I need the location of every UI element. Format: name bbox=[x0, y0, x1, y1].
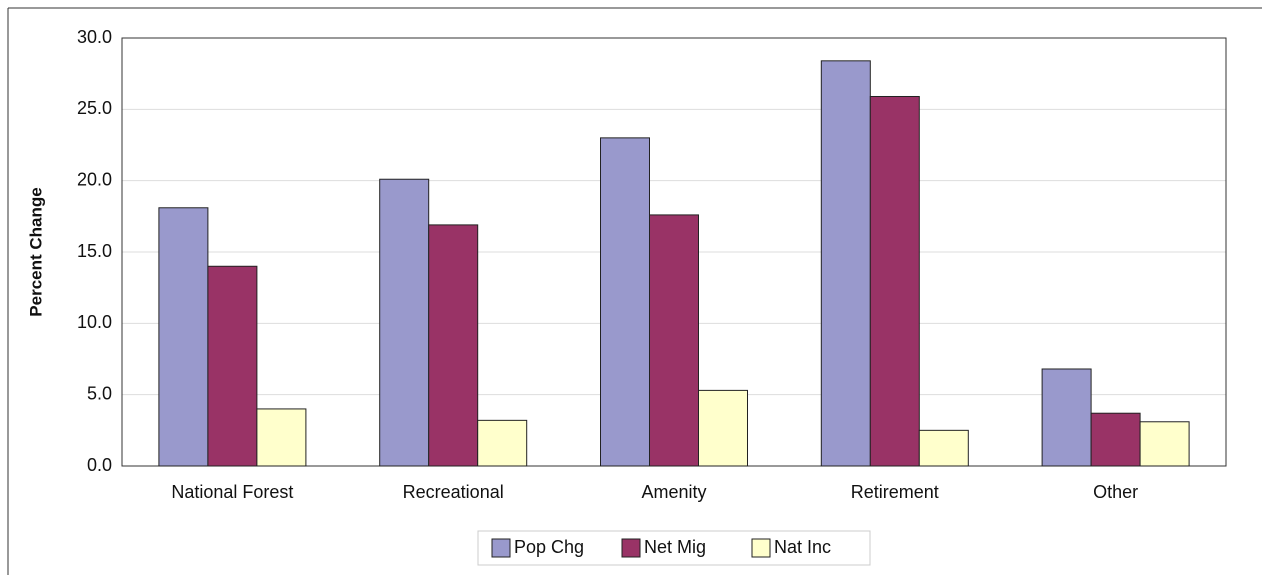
legend-swatch bbox=[751, 538, 771, 558]
bar bbox=[428, 224, 479, 467]
x-tick-label: Retirement bbox=[851, 482, 939, 502]
bar bbox=[600, 137, 650, 467]
bar bbox=[256, 408, 307, 467]
bar bbox=[158, 207, 209, 467]
bar bbox=[1090, 412, 1141, 467]
legend-swatch bbox=[621, 538, 641, 558]
bar bbox=[1139, 421, 1190, 467]
y-tick-label: 5.0 bbox=[87, 383, 112, 403]
bar bbox=[820, 60, 871, 467]
y-tick-label: 25.0 bbox=[77, 98, 112, 118]
y-tick-label: 10.0 bbox=[77, 312, 112, 332]
legend-box bbox=[477, 530, 871, 566]
y-tick-label: 30.0 bbox=[77, 27, 112, 47]
bar bbox=[698, 389, 748, 467]
legend-swatch bbox=[491, 538, 511, 558]
bar bbox=[649, 214, 699, 467]
legend-label: Net Mig bbox=[644, 537, 706, 557]
y-axis-label: Percent Change bbox=[26, 187, 45, 316]
bar bbox=[379, 178, 430, 467]
bar bbox=[1041, 368, 1092, 467]
x-tick-label: National Forest bbox=[171, 482, 293, 502]
x-tick-label: Amenity bbox=[641, 482, 706, 502]
bar bbox=[869, 95, 920, 467]
legend-label: Pop Chg bbox=[514, 537, 584, 557]
bar bbox=[207, 265, 258, 467]
y-tick-label: 20.0 bbox=[77, 169, 112, 189]
bar bbox=[477, 419, 528, 467]
y-tick-label: 15.0 bbox=[77, 241, 112, 261]
legend-label: Nat Inc bbox=[774, 537, 831, 557]
bar bbox=[918, 429, 969, 467]
y-tick-label: 0.0 bbox=[87, 455, 112, 475]
x-tick-label: Recreational bbox=[403, 482, 504, 502]
x-tick-label: Other bbox=[1093, 482, 1138, 502]
